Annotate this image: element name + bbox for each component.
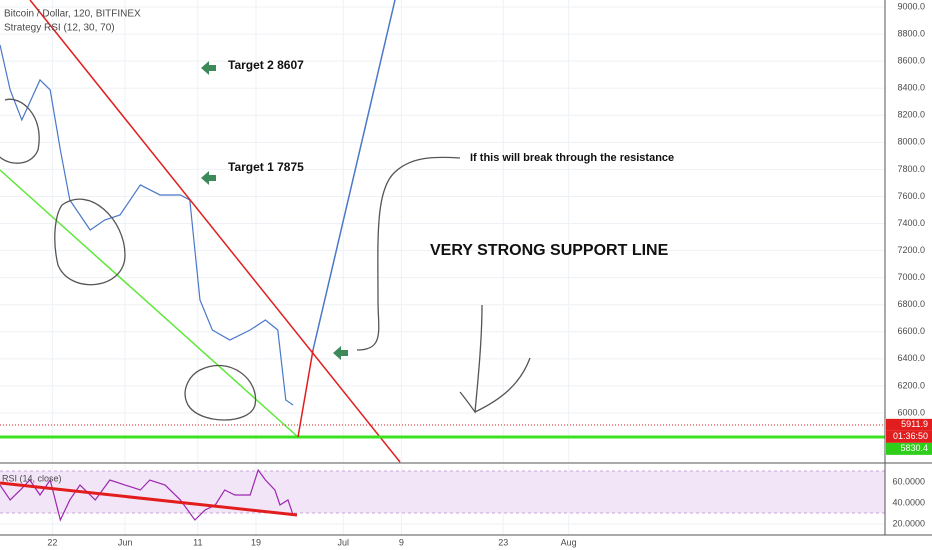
- grid: [0, 0, 885, 535]
- countdown-tag: [886, 430, 932, 443]
- last-price-tag: [886, 418, 932, 431]
- rsi-legend: RSI (14, close): [2, 473, 62, 483]
- y-tick-label: 8200.0: [897, 110, 925, 120]
- rsi-band: [0, 471, 885, 513]
- y-tick-label: 6400.0: [897, 353, 925, 363]
- symbol-legend: Bitcoin / Dollar, 120, BITFINEX: [4, 9, 141, 20]
- y-tick-label: 60.0000: [892, 476, 925, 486]
- y-tick-label: 40.0000: [892, 497, 925, 507]
- y-tick-label: 7200.0: [897, 245, 925, 255]
- strategy-legend: Strategy RSI (12, 30, 70): [4, 23, 115, 34]
- y-tick-label: 8000.0: [897, 137, 925, 147]
- last-price-label: 5911.9: [901, 419, 928, 429]
- annotation: Target 2 8607: [228, 58, 304, 72]
- rsi-trend-line: [0, 481, 298, 517]
- y-tick-label: 9000.0: [897, 1, 925, 11]
- projection-red: [297, 349, 314, 438]
- y-tick-label: 6000.0: [897, 407, 925, 417]
- arrow-icon: [333, 346, 348, 360]
- annotation: Target 1 7875: [228, 160, 304, 174]
- x-tick-label: Jul: [337, 537, 349, 547]
- curve-arrow: [356, 156, 461, 351]
- arrow-icons: [201, 61, 348, 360]
- x-tick-label: 19: [251, 537, 261, 547]
- support-tag: [886, 442, 932, 455]
- y-tick-label: 6200.0: [897, 380, 925, 390]
- x-tick-label: Aug: [561, 537, 577, 547]
- annotation: If this will break through the resistanc…: [470, 152, 674, 164]
- circle: [0, 98, 40, 164]
- y-tick-label: 7000.0: [897, 272, 925, 282]
- arrow-icon: [201, 61, 216, 75]
- arrow-icon: [201, 171, 216, 185]
- x-tick-label: 22: [47, 537, 57, 547]
- y-tick-label: 20.0000: [892, 518, 925, 528]
- annotation: VERY STRONG SUPPORT LINE: [430, 242, 669, 259]
- y-tick-label: 7600.0: [897, 191, 925, 201]
- y-tick-label: 8600.0: [897, 56, 925, 66]
- y-tick-label: 8400.0: [897, 83, 925, 93]
- support-trend-line: [0, 169, 299, 438]
- resistance-line: [29, 0, 401, 463]
- circle: [184, 364, 257, 421]
- x-tick-label: Jun: [118, 537, 133, 547]
- price-line: [0, 44, 294, 406]
- y-tick-label: 7400.0: [897, 218, 925, 228]
- hand-drawings: [0, 98, 531, 421]
- price-tags: 5911.9 01:36:50 5830.4: [886, 418, 932, 455]
- countdown-label: 01:36:50: [893, 431, 928, 441]
- y-tick-label: 7800.0: [897, 164, 925, 174]
- circle: [54, 198, 126, 286]
- down-arrow: [459, 304, 531, 414]
- x-tick-label: 23: [498, 537, 508, 547]
- y-tick-label: 6600.0: [897, 326, 925, 336]
- x-tick-label: 9: [399, 537, 404, 547]
- y-tick-label: 6800.0: [897, 299, 925, 309]
- x-tick-label: 11: [193, 537, 202, 547]
- y-tick-label: 8800.0: [897, 28, 925, 38]
- support-label: 5830.4: [900, 443, 928, 453]
- projection-blue: [312, 0, 396, 351]
